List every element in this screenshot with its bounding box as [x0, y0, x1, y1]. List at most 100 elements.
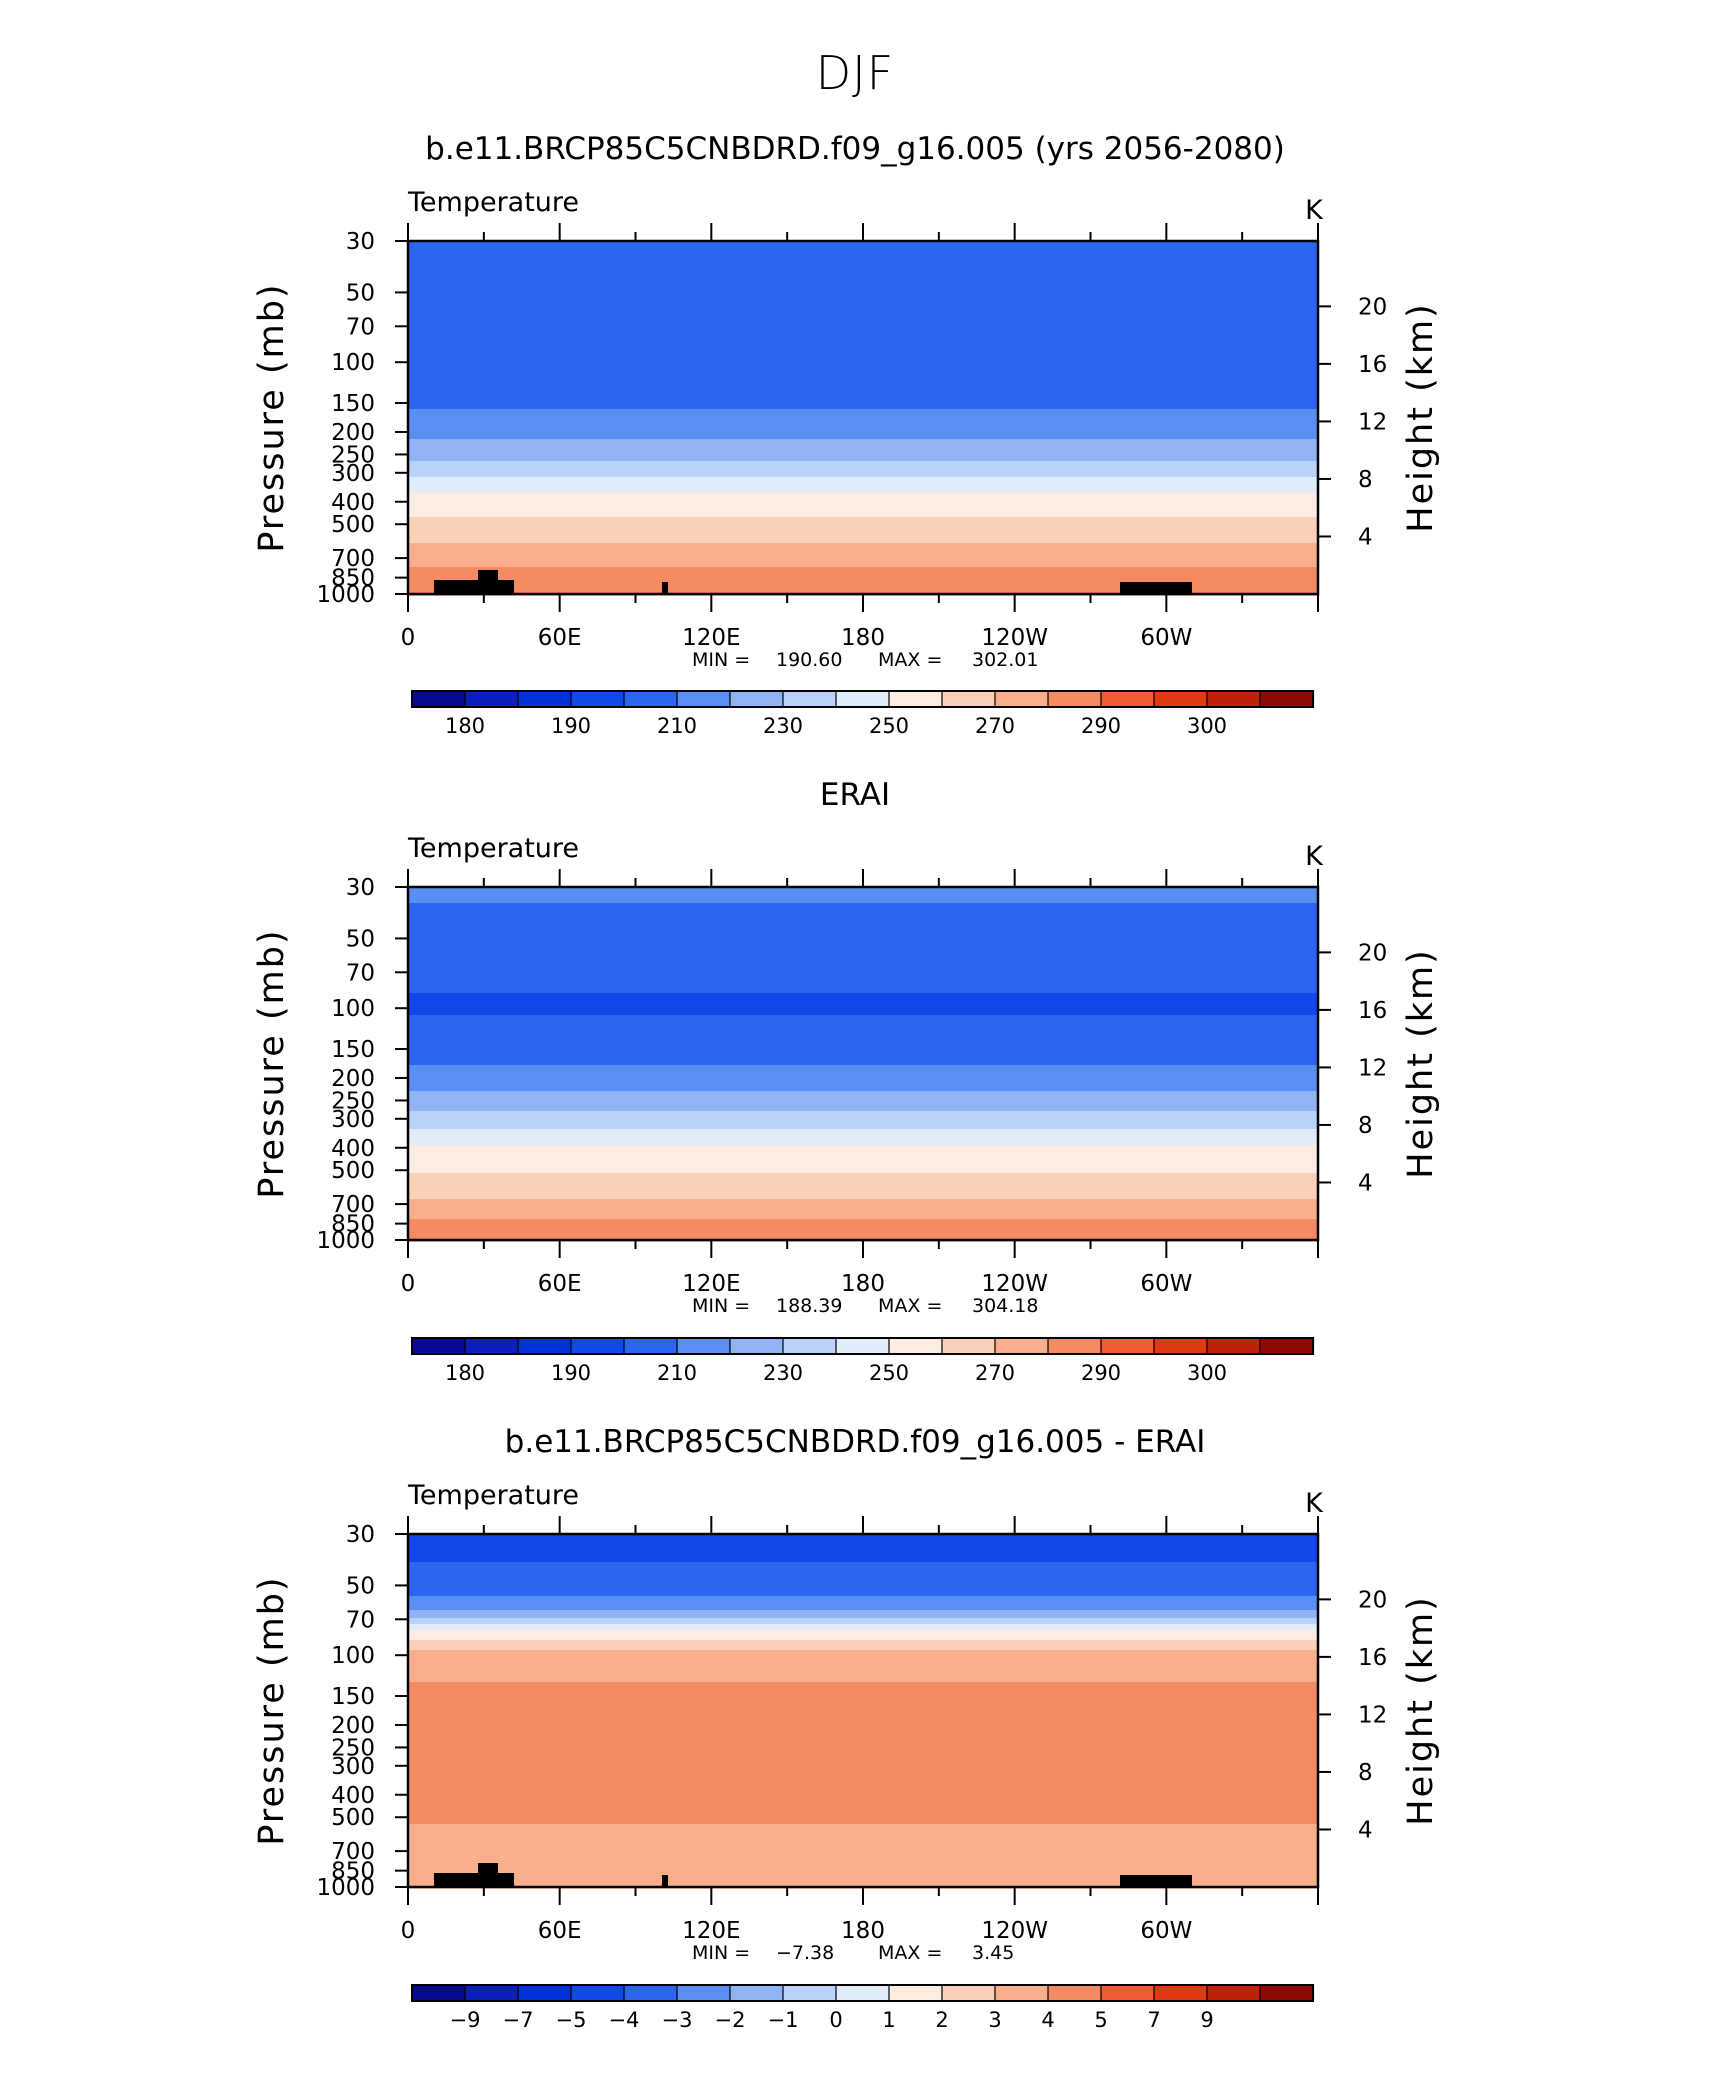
- contour-band: [408, 1081, 1318, 1084]
- y-axis-right: 20 16 12 8 4 Height (km): [1318, 294, 1441, 550]
- contour-band: [408, 437, 1318, 440]
- contour-band: [408, 393, 1318, 396]
- contour-band: [408, 1668, 1318, 1671]
- contour-band: [408, 1858, 1318, 1861]
- y-tick-label: 100: [331, 996, 375, 1022]
- contour-band: [408, 1712, 1318, 1715]
- contour-band: [408, 1043, 1318, 1046]
- contour-band: [408, 579, 1318, 582]
- y-tick-label: 700: [331, 1192, 375, 1218]
- contour-band: [408, 993, 1318, 996]
- contour-band: [408, 1083, 1318, 1086]
- panel-left-label: Temperature: [407, 187, 579, 218]
- colorbar-label: 250: [869, 714, 909, 738]
- contour-band: [408, 1764, 1318, 1767]
- contour-band: [408, 1079, 1318, 1082]
- contour-band: [408, 1562, 1318, 1565]
- contour-band: [408, 1876, 1318, 1879]
- contour-band: [408, 961, 1318, 964]
- contour-band: [408, 1866, 1318, 1869]
- y-tick-label: 100: [331, 1643, 375, 1669]
- contour-band: [408, 897, 1318, 900]
- colorbar-box: [782, 1984, 838, 2002]
- contour-band: [408, 565, 1318, 568]
- contour-band: [408, 1636, 1318, 1639]
- contour-band: [408, 277, 1318, 280]
- contour-band: [408, 1646, 1318, 1649]
- contour-band: [408, 527, 1318, 530]
- contour-band: [408, 1854, 1318, 1857]
- max-label: MAX =: [878, 649, 942, 671]
- contour-band: [408, 517, 1318, 520]
- contour-band: [408, 1221, 1318, 1224]
- contour-band: [408, 1129, 1318, 1132]
- contour-band: [408, 1117, 1318, 1120]
- contour-band: [408, 1808, 1318, 1811]
- contour-band: [408, 1698, 1318, 1701]
- colorbar-label: 210: [657, 714, 697, 738]
- colorbar-label: −3: [662, 2008, 693, 2032]
- colorbar-box: [888, 690, 944, 708]
- y-tick-label: 200: [331, 420, 375, 446]
- contour-band: [408, 1223, 1318, 1226]
- contour-band: [408, 1005, 1318, 1008]
- contour-band: [408, 1604, 1318, 1607]
- contour-band: [408, 489, 1318, 492]
- colorbar-box: [1206, 1337, 1262, 1355]
- contour-band: [408, 965, 1318, 968]
- contour-band: [408, 1107, 1318, 1110]
- contour-band: [408, 1576, 1318, 1579]
- contour-band: [408, 531, 1318, 534]
- contour-band: [408, 425, 1318, 428]
- contour-band: [408, 1630, 1318, 1633]
- contour-band: [408, 1139, 1318, 1142]
- x-tick-label: 60E: [538, 1918, 582, 1944]
- contour-band: [408, 1816, 1318, 1819]
- colorbar-box: [729, 1337, 785, 1355]
- colorbar-label: 7: [1147, 2008, 1160, 2032]
- contour-band: [408, 243, 1318, 246]
- contour-band: [408, 315, 1318, 318]
- colorbar-label: −4: [609, 2008, 640, 2032]
- colorbar-box: [782, 690, 838, 708]
- contour-band: [408, 1001, 1318, 1004]
- colorbar-box: [1259, 690, 1315, 708]
- contour-band: [408, 1015, 1318, 1018]
- y-tick-label: 400: [331, 1783, 375, 1809]
- contour-band: [408, 1692, 1318, 1695]
- contour-band: [408, 1634, 1318, 1637]
- contour-band: [408, 1742, 1318, 1745]
- contour-band: [408, 1578, 1318, 1581]
- contour-band: [408, 563, 1318, 566]
- contour-band: [408, 1203, 1318, 1206]
- contour-band: [408, 281, 1318, 284]
- y-tick-label: 700: [331, 546, 375, 572]
- contour-band: [408, 509, 1318, 512]
- contour-band: [408, 269, 1318, 272]
- panel-units-label: K: [1305, 195, 1324, 226]
- y-right-tick-label: 16: [1358, 1645, 1387, 1671]
- colorbar-box: [1047, 1337, 1103, 1355]
- contour-band: [408, 533, 1318, 536]
- contour-band: [408, 1165, 1318, 1168]
- x-axis: 0 60E 120E 180 120W 60W: [401, 223, 1319, 651]
- x-tick-label: 120E: [682, 1271, 740, 1297]
- contour-band: [408, 1824, 1318, 1827]
- panel-units-label: K: [1305, 1488, 1324, 1519]
- contour-band: [408, 293, 1318, 296]
- contour-band: [408, 1682, 1318, 1685]
- contour-band: [408, 1736, 1318, 1739]
- y-tick-label: 250: [331, 1088, 375, 1114]
- contour-band: [408, 323, 1318, 326]
- topography: [434, 1863, 1192, 1887]
- contour-band: [408, 1566, 1318, 1569]
- contour-band: [408, 1061, 1318, 1064]
- contour-band: [408, 1009, 1318, 1012]
- colorbar-box: [517, 690, 573, 708]
- contour-band: [408, 473, 1318, 476]
- stats: MIN = 188.39 MAX = 304.18: [692, 1295, 1038, 1317]
- contour-band: [408, 1826, 1318, 1829]
- contour-band: [408, 1862, 1318, 1865]
- contour-band: [408, 1610, 1318, 1613]
- contour-band: [408, 283, 1318, 286]
